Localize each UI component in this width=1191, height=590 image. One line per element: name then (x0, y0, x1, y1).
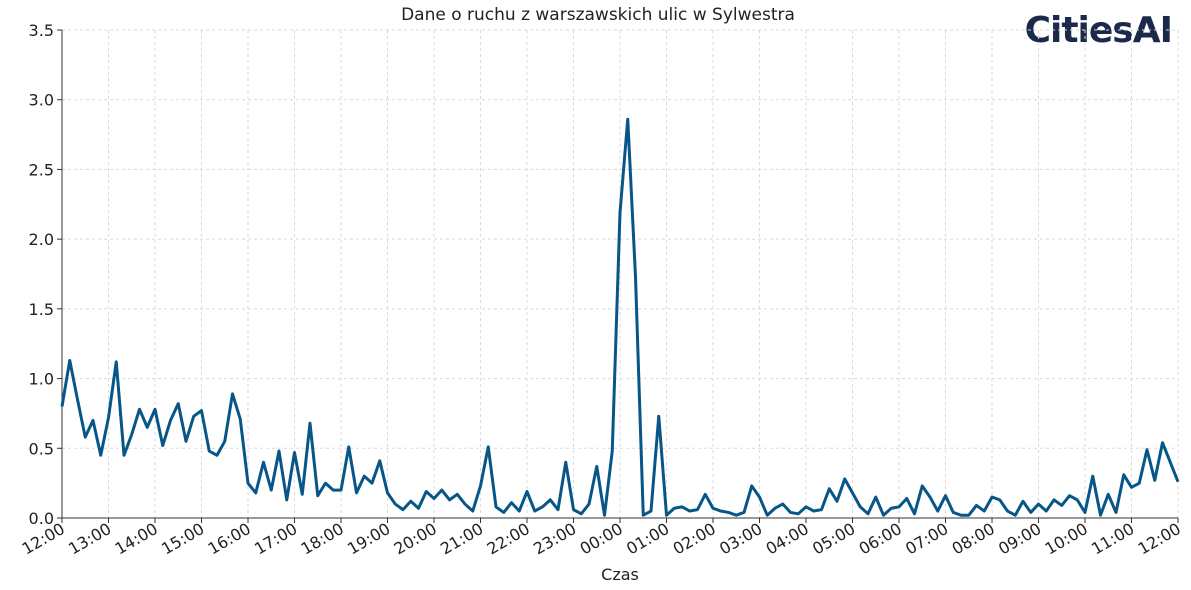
x-tick-label: 19:00 (344, 519, 393, 559)
y-tick-label: 1.0 (29, 370, 54, 389)
x-tick-label: 22:00 (484, 519, 533, 559)
x-axis-label: Czas (601, 565, 639, 584)
x-tick-label: 12:00 (1135, 519, 1184, 559)
x-tick-label: 13:00 (65, 519, 114, 559)
x-tick-label: 01:00 (623, 519, 672, 559)
x-tick-label: 04:00 (763, 519, 812, 559)
x-tick-label: 20:00 (391, 519, 440, 559)
x-tick-label: 08:00 (949, 519, 998, 559)
y-tick-label: 3.0 (29, 91, 54, 110)
x-tick-label: 23:00 (530, 519, 579, 559)
x-tick-label: 21:00 (437, 519, 486, 559)
y-tick-label: 0.0 (29, 509, 54, 528)
x-tick-label: 14:00 (112, 519, 161, 559)
y-tick-label: 3.5 (29, 21, 54, 40)
x-tick-label: 18:00 (298, 519, 347, 559)
x-tick-label: 16:00 (205, 519, 254, 559)
x-tick-label: 02:00 (670, 519, 719, 559)
y-tick-label: 1.5 (29, 300, 54, 319)
x-tick-label: 06:00 (856, 519, 905, 559)
line (60, 117, 1180, 517)
x-tick-label: 09:00 (995, 519, 1044, 559)
chart-title: Dane o ruchu z warszawskich ulic w Sylwe… (401, 5, 795, 25)
x-tick-label: 00:00 (577, 519, 626, 559)
y-tick-label: 2.0 (29, 230, 54, 249)
x-tick-label: 15:00 (158, 519, 207, 559)
x-tick-label: 11:00 (1088, 519, 1137, 559)
y-tick-label: 2.5 (29, 160, 54, 179)
x-tick-label: 03:00 (716, 519, 765, 559)
x-tick-label: 05:00 (809, 519, 858, 559)
x-tick-label: 10:00 (1042, 519, 1091, 559)
x-tick-label: 17:00 (251, 519, 300, 559)
y-tick-label: 0.5 (29, 439, 54, 458)
x-tick-label: 07:00 (902, 519, 951, 559)
